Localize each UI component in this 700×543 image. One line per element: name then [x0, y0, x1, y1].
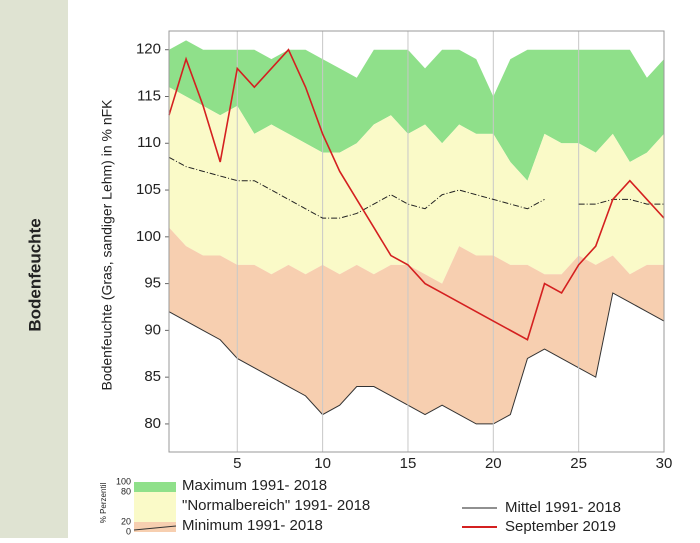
- legend-swatch: [134, 522, 176, 532]
- y-tick-label: 115: [137, 87, 161, 104]
- legend-scale-label: % Perzentil: [99, 483, 108, 524]
- y-axis-label: Bodenfeuchte (Gras, sandiger Lehm) in % …: [99, 99, 115, 391]
- y-tick-label: 105: [136, 181, 161, 198]
- legend-label: September 2019: [505, 518, 616, 535]
- legend-label: Maximum 1991- 2018: [182, 477, 327, 494]
- y-tick-label: 120: [136, 41, 161, 58]
- y-tick-label: 100: [136, 228, 161, 245]
- band: [169, 87, 664, 284]
- legend-scale-tick: 100: [116, 476, 131, 486]
- band: [169, 40, 664, 181]
- legend-swatch: [134, 492, 176, 522]
- legend-scale-tick: 0: [126, 526, 131, 536]
- x-tick-label: 30: [656, 455, 673, 472]
- y-tick-label: 110: [137, 134, 161, 151]
- x-tick-label: 5: [233, 455, 241, 472]
- line: [168, 48, 665, 341]
- line: [168, 156, 664, 219]
- legend-label: "Normalbereich" 1991- 2018: [182, 497, 370, 514]
- legend-label: Mittel 1991- 2018: [505, 499, 621, 516]
- legend-scale-tick: 20: [121, 516, 131, 526]
- x-tick-label: 20: [485, 455, 502, 472]
- y-tick-label: 80: [144, 415, 161, 432]
- x-tick-label: 15: [400, 455, 417, 472]
- legend-swatch: [134, 482, 176, 492]
- band: [169, 227, 664, 424]
- plot-frame: [168, 30, 665, 453]
- side-panel: [0, 0, 68, 538]
- y-tick-label: 95: [144, 275, 161, 292]
- legend-scale-tick: 80: [121, 486, 131, 496]
- minimum-line: [168, 292, 665, 425]
- y-tick-label: 90: [144, 321, 161, 338]
- x-tick-label: 10: [314, 455, 331, 472]
- y-tick-label: 85: [144, 368, 161, 385]
- x-tick-label: 25: [570, 455, 587, 472]
- legend-min-line: [133, 525, 177, 531]
- legend-label: Minimum 1991- 2018: [182, 517, 323, 534]
- panel-label: Bodenfeuchte: [25, 218, 44, 331]
